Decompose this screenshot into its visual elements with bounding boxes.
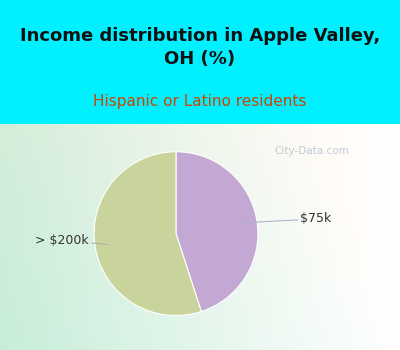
Wedge shape [94,152,201,315]
Text: City-Data.com: City-Data.com [275,146,349,156]
Text: Hispanic or Latino residents: Hispanic or Latino residents [93,94,307,110]
Text: $75k: $75k [245,212,332,225]
Wedge shape [176,152,258,312]
Text: Income distribution in Apple Valley,
OH (%): Income distribution in Apple Valley, OH … [20,27,380,68]
Text: > $200k: > $200k [35,234,107,247]
